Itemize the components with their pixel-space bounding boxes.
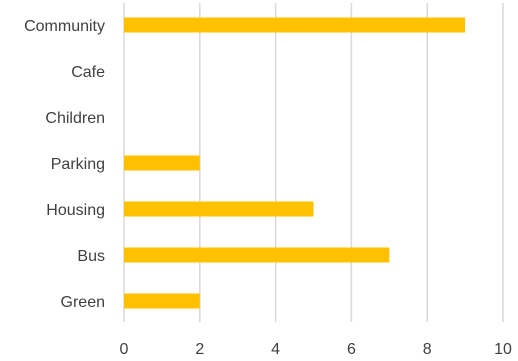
x-tick-label-0: 0 — [120, 341, 129, 358]
category-labels: Community Cafe Children Parking Housing Bus Gr… — [24, 18, 105, 311]
grid-layer — [123, 3, 504, 322]
bar-layer — [124, 17, 466, 309]
x-tick-label-2: 2 — [195, 341, 204, 358]
x-tick-label-10: 10 — [494, 341, 512, 358]
bar-green — [124, 293, 200, 309]
bar-housing — [124, 201, 314, 217]
bar-bus — [124, 247, 390, 263]
category-label-children: Children — [45, 110, 105, 127]
category-label-bus: Bus — [77, 248, 105, 265]
category-label-parking: Parking — [51, 156, 105, 173]
x-tick-labels: 0 2 4 6 8 10 — [120, 341, 512, 358]
category-label-cafe: Cafe — [71, 64, 105, 81]
category-label-housing: Housing — [46, 202, 105, 219]
category-label-community: Community — [24, 18, 105, 35]
category-label-green: Green — [61, 294, 105, 311]
bar-community — [124, 17, 466, 33]
x-tick-label-8: 8 — [423, 341, 432, 358]
bar-parking — [124, 155, 200, 171]
x-tick-label-6: 6 — [347, 341, 356, 358]
x-tick-label-4: 4 — [271, 341, 280, 358]
